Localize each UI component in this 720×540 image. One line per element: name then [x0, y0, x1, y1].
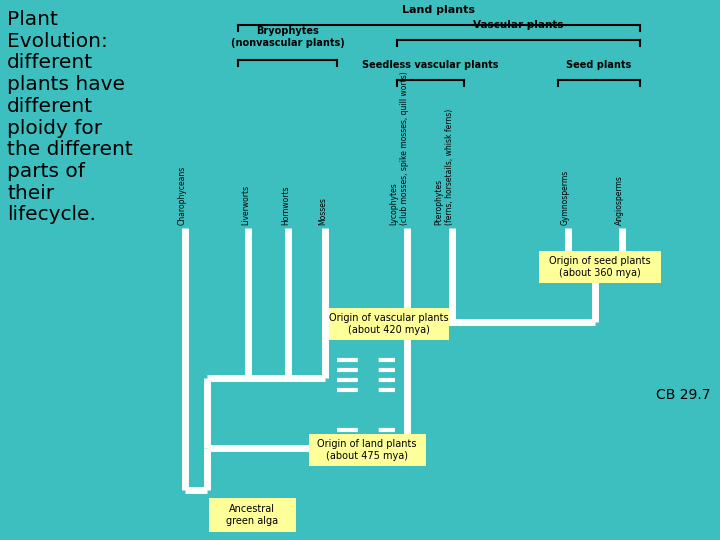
Text: Angiosperms: Angiosperms [615, 175, 624, 225]
Text: Origin of vascular plants
(about 420 mya): Origin of vascular plants (about 420 mya… [329, 313, 449, 335]
Text: Vascular plants: Vascular plants [473, 20, 564, 30]
FancyBboxPatch shape [329, 308, 449, 340]
Text: Origin of land plants
(about 475 mya): Origin of land plants (about 475 mya) [318, 439, 417, 461]
Text: Plant
Evolution:
different
plants have
different
ploidy for
the different
parts : Plant Evolution: different plants have d… [7, 10, 132, 224]
Text: Seedless vascular plants: Seedless vascular plants [362, 60, 499, 70]
Text: Charophyceans: Charophyceans [178, 166, 187, 225]
Text: Mosses: Mosses [318, 197, 327, 225]
Text: Bryophytes
(nonvascular plants): Bryophytes (nonvascular plants) [230, 26, 344, 48]
Text: CB 29.7: CB 29.7 [655, 388, 710, 402]
Text: Hornworts: Hornworts [281, 185, 290, 225]
FancyBboxPatch shape [539, 251, 661, 283]
FancyBboxPatch shape [308, 434, 426, 466]
Text: Gymnosperms: Gymnosperms [561, 170, 570, 225]
Text: Seed plants: Seed plants [567, 60, 631, 70]
Text: Origin of seed plants
(about 360 mya): Origin of seed plants (about 360 mya) [549, 256, 651, 278]
Text: Lycophytes
(club mosses, spike mosses, quill worts): Lycophytes (club mosses, spike mosses, q… [390, 71, 409, 225]
Text: Liverworts: Liverworts [241, 185, 250, 225]
Text: Land plants: Land plants [402, 5, 475, 15]
Text: Pterophytes
(ferns, horsetails, whisk ferns): Pterophytes (ferns, horsetails, whisk fe… [435, 109, 454, 225]
FancyBboxPatch shape [209, 498, 295, 532]
Text: Ancestral
green alga: Ancestral green alga [226, 504, 278, 526]
